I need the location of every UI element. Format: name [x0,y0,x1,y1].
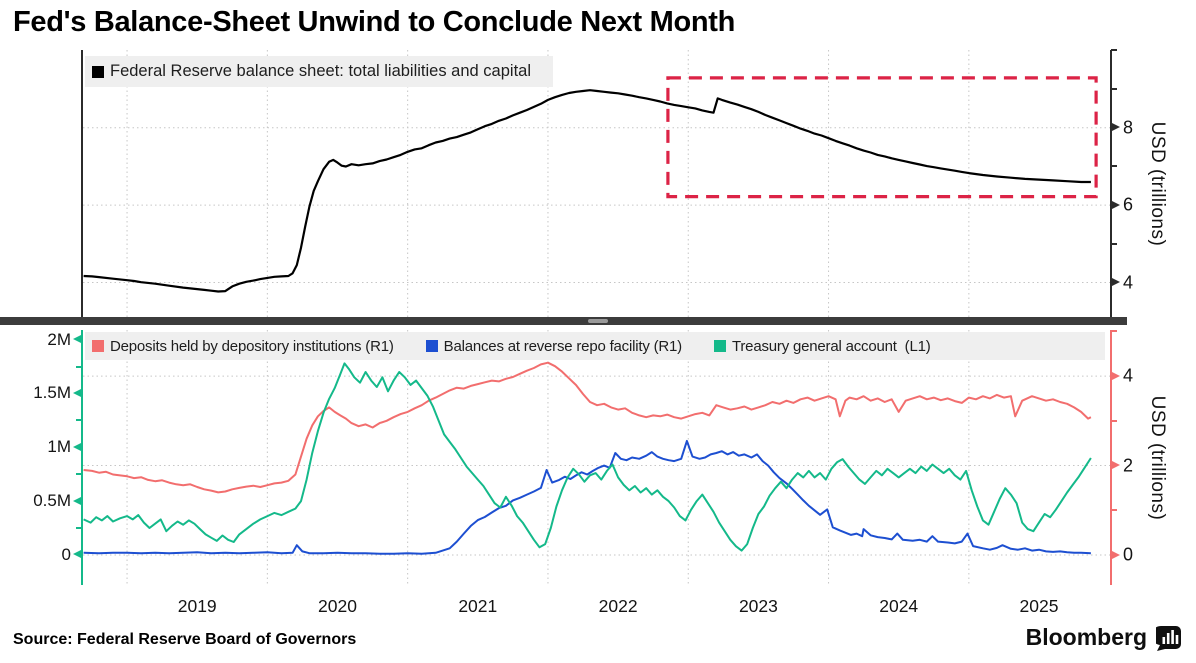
left-axis-minor-tick [76,526,82,529]
bottom-left-axis-line [81,330,83,585]
right-axis-tick-label: 8 [1123,117,1134,138]
right-axis-minor-tick [1111,88,1117,91]
top-chart-canvas [83,50,1110,317]
right-axis-tick-label: 4 [1123,272,1134,293]
left-axis-minor-tick [76,419,82,422]
x-axis-year-label: 2020 [318,596,357,616]
right-axis-tick-label: 6 [1123,194,1134,215]
legend-label: Deposits held by depository institutions… [110,337,394,355]
legend-label: Balances at reverse repo facility (R1) [443,337,683,355]
legend-swatch-icon [92,340,104,352]
left-axis-minor-tick [76,365,82,368]
legend-swatch-icon [425,340,438,352]
panel-divider [0,317,1127,325]
chart-title: Fed's Balance-Sheet Unwind to Conclude N… [13,6,736,38]
series-line [83,362,1092,552]
legend-item: Balances at reverse repo facility (R1) [425,337,683,355]
left-axis-tick-label: 1.5M [33,383,71,403]
left-axis-tick-arrow [73,442,81,451]
legend-swatch-icon [92,65,104,78]
highlight-dashed-box [666,76,1098,199]
top-left-axis-line [81,50,83,317]
left-axis-tick-arrow [73,550,81,559]
legend-item: Treasury general account (L1) [713,337,931,355]
right-axis-tick-label: 2 [1123,455,1134,476]
bottom-legend: Deposits held by depository institutions… [85,332,1105,360]
right-axis-tick-arrow [1112,278,1120,287]
top-right-axis-line [1110,50,1112,317]
x-axis-year-label: 2025 [1019,596,1059,616]
left-axis-tick-label: 0 [61,544,71,564]
bloomberg-logo: Bloomberg [1026,624,1182,651]
right-axis-minor-tick [1111,165,1117,168]
panel-resize-handle[interactable] [588,319,608,323]
right-axis-minor-tick [1111,419,1117,422]
x-axis-year-label: 2019 [177,596,217,616]
left-axis-tick-arrow [73,496,81,505]
right-axis-tick-label: 0 [1123,544,1134,565]
right-axis-minor-tick [1111,242,1117,245]
x-axis-year-label: 2024 [879,596,919,616]
right-axis-minor-tick [1111,330,1117,333]
left-axis-tick-label: 1M [47,437,71,457]
top-legend: Federal Reserve balance sheet: total lia… [85,56,553,87]
left-axis-tick-label: 2M [47,329,71,349]
right-axis-tick-arrow [1112,550,1120,559]
legend-swatch-icon [713,340,726,352]
legend-item: Deposits held by depository institutions… [92,338,394,355]
left-axis-tick-arrow [73,388,81,397]
x-axis-year-label: 2023 [738,596,778,616]
right-axis-tick-arrow [1112,200,1120,209]
left-axis-minor-tick [76,473,82,476]
series-line [83,439,1091,555]
right-axis-minor-tick [1111,509,1117,512]
right-axis-tick-arrow [1112,461,1120,470]
right-axis-tick-arrow [1112,371,1120,380]
bloomberg-wordmark: Bloomberg [1025,624,1147,650]
top-right-axis-title: USD (trillions) [1147,121,1168,246]
right-axis-tick-label: 4 [1123,365,1134,386]
legend-label: Treasury general account (L1) [731,337,931,355]
series-line [83,361,1092,494]
left-axis-tick-arrow [73,335,81,344]
bottom-chart-canvas [83,330,1110,585]
bottom-right-axis-title: USD (trillions) [1147,395,1168,520]
x-axis-year-label: 2022 [598,596,638,616]
x-axis-year-label: 2021 [458,596,498,616]
bloomberg-terminal-icon [1156,625,1181,651]
legend-label: Federal Reserve balance sheet: total lia… [110,62,531,80]
bottom-right-axis-line [1110,330,1112,585]
legend-item: Federal Reserve balance sheet: total lia… [92,62,531,81]
source-note: Source: Federal Reserve Board of Governo… [13,631,357,648]
left-axis-tick-label: 0.5M [33,491,71,511]
series-line [83,89,1091,293]
right-axis-tick-arrow [1112,123,1120,132]
right-axis-minor-tick [1111,49,1117,52]
